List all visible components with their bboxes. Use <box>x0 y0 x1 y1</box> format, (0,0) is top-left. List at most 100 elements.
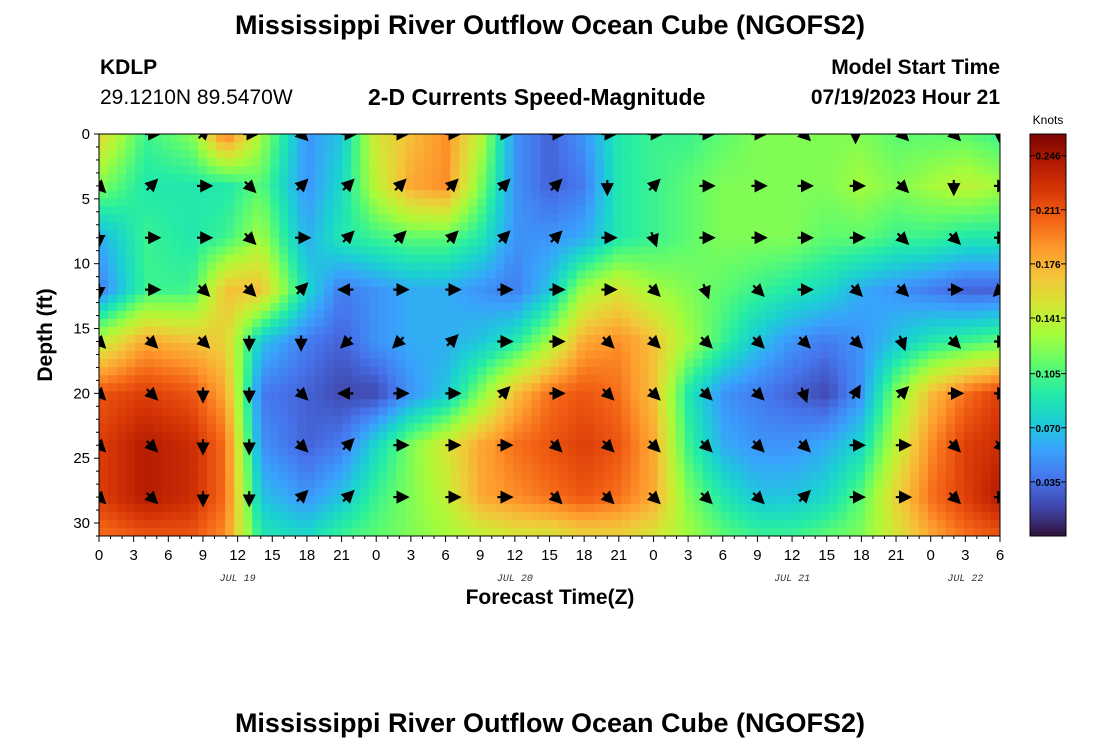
heat-cell <box>648 359 659 368</box>
heat-cell <box>666 134 677 143</box>
heat-cell <box>423 511 433 521</box>
heat-cell <box>927 407 938 416</box>
heat-cell <box>855 511 866 521</box>
heat-cell <box>351 230 361 240</box>
heat-cell <box>612 503 623 513</box>
heat-cell <box>432 246 442 256</box>
heat-cell <box>459 206 470 215</box>
heat-cell <box>846 150 857 159</box>
heat-cell <box>369 495 379 505</box>
heat-cell <box>315 206 325 215</box>
heat-cell <box>783 439 794 449</box>
heat-cell <box>594 294 605 304</box>
heat-cell <box>891 246 902 256</box>
heat-cell <box>180 246 190 256</box>
heat-cell <box>963 294 974 304</box>
heat-cell <box>711 359 722 368</box>
heat-cell <box>936 471 947 481</box>
heat-cell <box>144 479 154 489</box>
heat-cell <box>837 415 848 425</box>
heat-cell <box>279 278 289 288</box>
heat-cell <box>774 423 785 433</box>
heat-cell <box>873 383 884 392</box>
heat-cell <box>972 182 983 191</box>
heat-cell <box>855 463 866 473</box>
heat-cell <box>990 158 1000 167</box>
heat-cell <box>171 246 181 256</box>
heat-cell <box>585 471 596 481</box>
heat-cell <box>333 399 343 408</box>
heat-cell <box>702 359 713 368</box>
heat-cell <box>468 174 479 183</box>
heat-cell <box>153 503 163 513</box>
heat-cell <box>603 302 614 312</box>
heat-cell <box>657 431 668 441</box>
heat-cell <box>459 487 470 497</box>
heat-cell <box>225 527 235 536</box>
heat-cell <box>360 423 370 433</box>
heat-cell <box>162 222 172 232</box>
heat-cell <box>243 359 253 368</box>
heat-cell <box>108 447 118 457</box>
heat-cell <box>783 302 794 312</box>
heat-cell <box>909 383 920 392</box>
heat-cell <box>378 318 388 328</box>
heat-cell <box>540 142 551 151</box>
heat-cell <box>675 142 686 151</box>
heat-cell <box>135 439 145 449</box>
heat-cell <box>450 190 460 199</box>
heat-cell <box>828 447 839 457</box>
heat-cell <box>144 519 154 529</box>
heat-cell <box>594 166 605 175</box>
heat-cell <box>864 278 875 288</box>
heat-cell <box>729 214 740 224</box>
heat-cell <box>477 198 488 207</box>
heat-cell <box>459 254 470 264</box>
heat-cell <box>432 407 442 416</box>
heat-cell <box>315 246 325 256</box>
heat-cell <box>576 134 587 143</box>
heat-cell <box>486 367 497 376</box>
heat-cell <box>207 294 217 304</box>
heat-cell <box>207 455 217 465</box>
heat-cell <box>216 527 226 536</box>
heat-cell <box>297 294 307 304</box>
heat-cell <box>531 230 542 240</box>
heat-cell <box>135 343 145 352</box>
heat-cell <box>981 150 992 159</box>
heat-cell <box>792 455 803 465</box>
heat-cell <box>900 503 911 513</box>
heat-cell <box>189 343 199 352</box>
heat-cell <box>423 174 433 183</box>
heat-cell <box>963 142 974 151</box>
heat-cell <box>612 158 623 167</box>
heat-cell <box>279 270 289 280</box>
heat-cell <box>486 439 497 449</box>
heat-cell <box>351 359 361 368</box>
heat-cell <box>378 423 388 433</box>
heat-cell <box>450 423 460 433</box>
heat-cell <box>594 246 605 256</box>
heat-cell <box>144 310 154 320</box>
heat-cell <box>738 214 749 224</box>
heat-cell <box>846 503 857 513</box>
heat-cell <box>531 294 542 304</box>
heat-cell <box>495 487 506 497</box>
heat-cell <box>126 367 136 376</box>
heat-cell <box>351 447 361 457</box>
heat-cell <box>180 487 190 497</box>
heat-cell <box>504 214 515 224</box>
heat-cell <box>927 503 938 513</box>
heat-cell <box>621 278 632 288</box>
heat-cell <box>855 302 866 312</box>
heat-cell <box>459 302 470 312</box>
heat-cell <box>216 447 226 457</box>
heat-cell <box>621 471 632 481</box>
heat-cell <box>576 190 587 199</box>
heat-cell <box>216 142 226 151</box>
heat-cell <box>774 431 785 441</box>
heat-cell <box>882 134 893 143</box>
heat-cell <box>306 479 316 489</box>
heat-cell <box>900 214 911 224</box>
heat-cell <box>729 206 740 215</box>
